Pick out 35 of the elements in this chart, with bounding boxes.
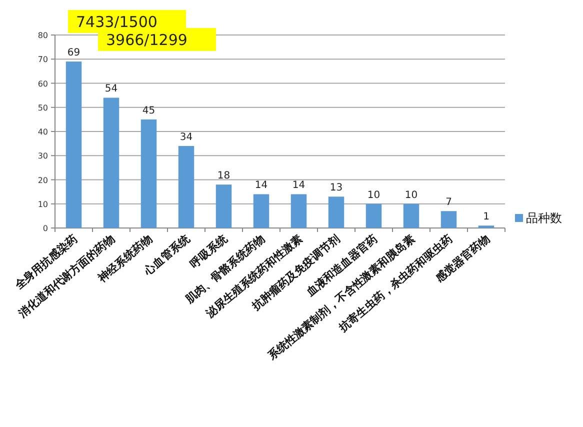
data-label: 1: [483, 212, 490, 223]
data-label: 14: [254, 180, 268, 192]
y-tick-label: 0: [42, 224, 48, 233]
data-label: 13: [330, 182, 343, 194]
data-label: 34: [180, 132, 193, 143]
y-tick-label: 70: [38, 55, 48, 64]
bar: [366, 204, 382, 228]
data-label: 18: [217, 170, 230, 182]
data-label: 10: [404, 190, 418, 201]
data-label: 14: [292, 180, 306, 192]
text: 7433/1500: [76, 13, 158, 31]
bar: [66, 62, 82, 228]
bar: [253, 194, 270, 228]
y-tick-label: 80: [38, 31, 48, 40]
bar: [140, 119, 157, 228]
bar: [328, 196, 344, 228]
bar: [290, 194, 307, 228]
bar: [103, 98, 120, 228]
data-label: 69: [67, 48, 80, 59]
y-tick-label: 20: [38, 176, 48, 185]
data-label: 10: [367, 190, 380, 201]
y-tick-label: 50: [38, 103, 48, 112]
data-label: 45: [142, 105, 156, 116]
data-label: 54: [104, 84, 118, 95]
y-tick-label: 60: [38, 79, 48, 88]
legend-label: 品种数: [526, 211, 562, 225]
bar: [403, 204, 420, 228]
data-label: 7: [446, 197, 452, 208]
y-tick-label: 30: [38, 152, 48, 161]
y-tick-label: 10: [38, 200, 48, 209]
annotation: 3966/1299: [106, 31, 188, 49]
bar: [440, 211, 457, 228]
y-tick-label: 40: [38, 128, 48, 136]
bar: [178, 146, 194, 228]
bar: [216, 184, 232, 228]
